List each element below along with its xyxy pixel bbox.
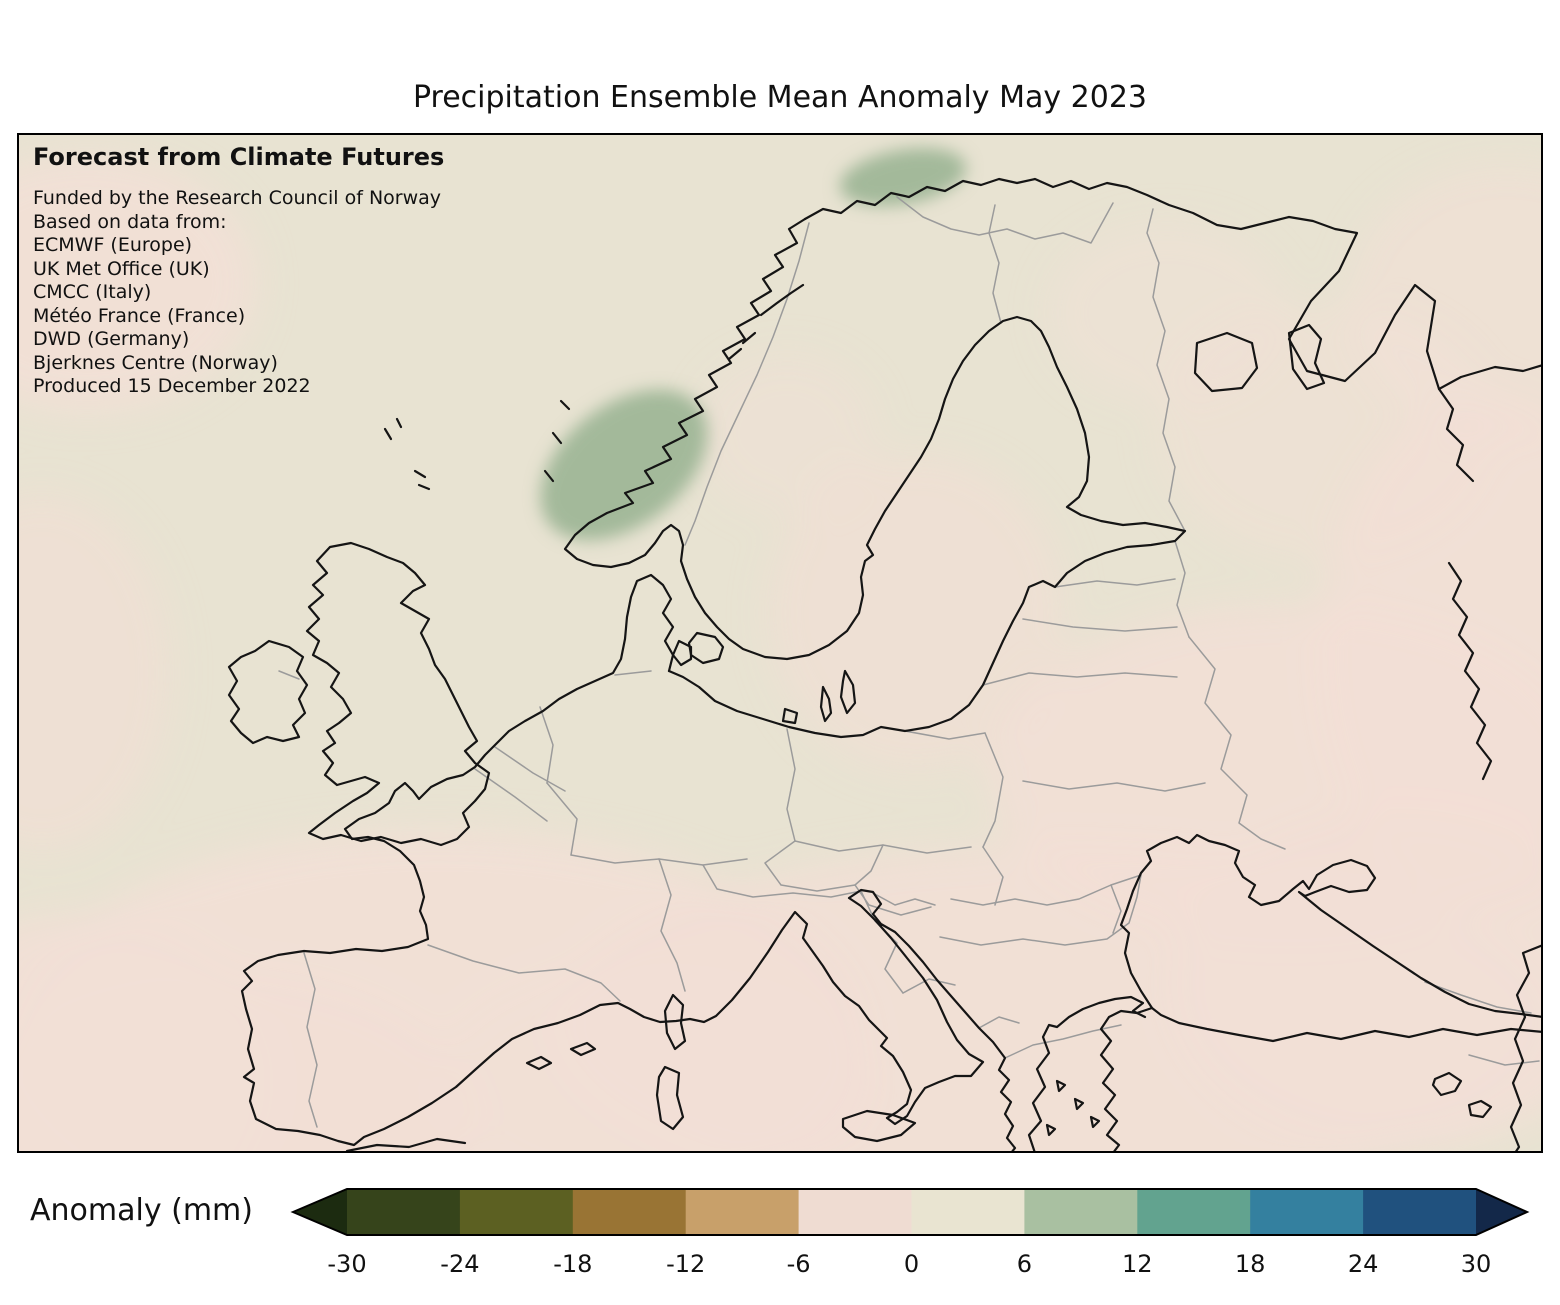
colorbar-segment	[347, 1189, 461, 1235]
colorbar-tick-label: -12	[666, 1250, 705, 1278]
annotation-line: Funded by the Research Council of Norway	[33, 187, 444, 211]
colorbar-tick-label: -6	[787, 1250, 811, 1278]
colorbar-segment	[686, 1189, 800, 1235]
annotation-line: ECMWF (Europe)	[33, 234, 444, 258]
annotation-line: Météo France (France)	[33, 305, 444, 329]
annotation-line: CMCC (Italy)	[33, 281, 444, 305]
colorbar-segment	[1363, 1189, 1477, 1235]
annotation-line: Produced 15 December 2022	[33, 375, 444, 399]
annotation-heading: Forecast from Climate Futures	[33, 143, 444, 171]
annotation-line: Based on data from:	[33, 211, 444, 235]
map-annotation: Forecast from Climate Futures Funded by …	[33, 143, 444, 399]
colorbar-tick-label: 0	[904, 1250, 919, 1278]
colorbar-tick-label: 12	[1122, 1250, 1153, 1278]
colorbar-label: Anomaly (mm)	[30, 1193, 253, 1228]
europe-anomaly-map: Forecast from Climate Futures Funded by …	[17, 133, 1543, 1153]
annotation-lines: Funded by the Research Council of Norway…	[33, 187, 444, 399]
colorbar-tick-label: -24	[440, 1250, 479, 1278]
colorbar-segment	[912, 1189, 1026, 1235]
colorbar-segment	[1024, 1189, 1138, 1235]
colorbar-segment	[573, 1189, 687, 1235]
colorbar-segment	[1137, 1189, 1251, 1235]
colorbar-tick-label: 6	[1017, 1250, 1032, 1278]
colorbar-under-arrow	[293, 1189, 347, 1235]
annotation-line: DWD (Germany)	[33, 328, 444, 352]
colorbar-segment	[799, 1189, 913, 1235]
colorbar-segment	[1250, 1189, 1364, 1235]
colorbar-tick-label: -30	[327, 1250, 366, 1278]
colorbar-tick-label: -18	[553, 1250, 592, 1278]
colorbar-tick-label: 30	[1461, 1250, 1492, 1278]
annotation-line: Bjerknes Centre (Norway)	[33, 352, 444, 376]
annotation-line: UK Met Office (UK)	[33, 258, 444, 282]
page-title: Precipitation Ensemble Mean Anomaly May …	[0, 80, 1560, 115]
figure: Precipitation Ensemble Mean Anomaly May …	[0, 0, 1560, 1305]
colorbar-svg	[290, 1186, 1530, 1238]
colorbar-over-arrow	[1476, 1189, 1527, 1235]
colorbar-tick-label: 18	[1235, 1250, 1266, 1278]
colorbar-segment	[460, 1189, 574, 1235]
colorbar-tick-label: 24	[1348, 1250, 1379, 1278]
